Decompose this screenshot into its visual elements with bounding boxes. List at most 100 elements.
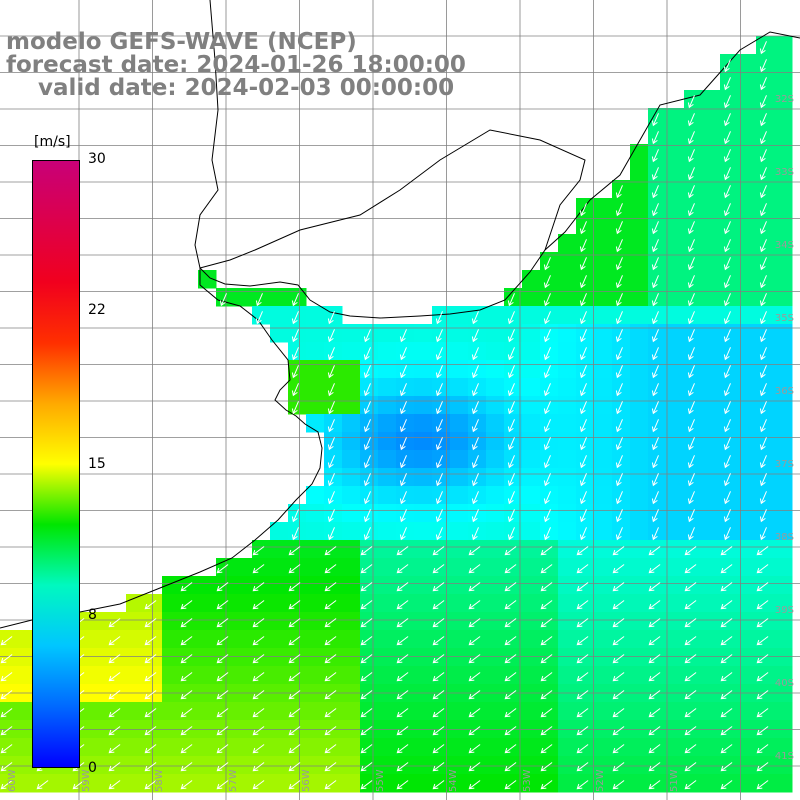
wind-cell xyxy=(630,360,649,379)
wind-arrow xyxy=(507,527,515,541)
wind-arrow xyxy=(468,708,481,718)
wind-cell xyxy=(306,594,325,613)
wind-cell xyxy=(774,54,793,73)
wind-arrow xyxy=(324,654,337,664)
wind-arrow xyxy=(615,455,623,469)
wind-arrow xyxy=(363,401,371,415)
wind-cell xyxy=(414,612,433,631)
wind-arrow xyxy=(648,672,661,682)
wind-arrow xyxy=(684,564,697,574)
wind-cell xyxy=(702,432,721,451)
wind-cell xyxy=(450,486,469,505)
wind-cell xyxy=(666,162,685,181)
wind-cell xyxy=(594,324,613,343)
wind-cell xyxy=(162,702,181,721)
wind-arrow xyxy=(399,473,407,487)
wind-arrow xyxy=(759,401,767,415)
wind-arrow xyxy=(507,509,515,523)
wind-cell xyxy=(486,342,505,361)
wind-arrow xyxy=(543,275,551,289)
wind-cell xyxy=(522,288,541,307)
wind-arrow xyxy=(543,383,551,397)
wind-arrow xyxy=(252,636,265,646)
wind-arrow xyxy=(252,762,265,772)
wind-arrow xyxy=(468,654,481,664)
wind-cell xyxy=(594,504,613,523)
wind-arrow xyxy=(687,221,695,235)
wind-arrow xyxy=(543,293,551,307)
wind-arrow xyxy=(399,347,407,361)
wind-cell xyxy=(270,540,289,559)
wind-cell xyxy=(378,648,397,667)
wind-cell xyxy=(558,342,577,361)
wind-cell xyxy=(666,288,685,307)
wind-cell xyxy=(630,252,649,271)
lat-label: 40S xyxy=(774,678,794,689)
wind-cell xyxy=(666,252,685,271)
wind-arrow xyxy=(576,726,589,736)
wind-arrow xyxy=(723,185,731,199)
wind-cell xyxy=(90,702,109,721)
wind-cell xyxy=(738,378,757,397)
wind-cell xyxy=(450,756,469,775)
wind-cell xyxy=(594,540,613,559)
lat-label: 37S xyxy=(774,459,794,470)
wind-arrow xyxy=(504,708,517,718)
wind-cell xyxy=(486,414,505,433)
wind-cell xyxy=(342,360,361,379)
wind-arrow xyxy=(108,762,121,772)
wind-arrow xyxy=(651,239,659,253)
wind-cell xyxy=(666,522,685,541)
wind-arrow xyxy=(108,744,121,754)
wind-cell xyxy=(270,558,289,577)
wind-arrow xyxy=(684,762,697,772)
wind-cell xyxy=(630,270,649,289)
lat-label: 41S xyxy=(774,751,794,762)
wind-arrow xyxy=(651,167,659,181)
wind-cell xyxy=(198,774,217,793)
lat-label: 38S xyxy=(774,532,794,543)
wind-arrow xyxy=(144,600,157,610)
wind-arrow xyxy=(543,455,551,469)
wind-cell xyxy=(630,540,649,559)
wind-arrow xyxy=(687,365,695,379)
wind-cell xyxy=(270,576,289,595)
wind-arrow xyxy=(579,347,587,361)
wind-cell xyxy=(702,126,721,145)
wind-cell xyxy=(702,288,721,307)
wind-arrow xyxy=(504,744,517,754)
wind-cell xyxy=(450,648,469,667)
wind-arrow xyxy=(723,401,731,415)
wind-arrow xyxy=(72,780,85,790)
wind-arrow xyxy=(684,600,697,610)
wind-arrow xyxy=(579,419,587,433)
wind-arrow xyxy=(687,95,695,109)
wind-arrow xyxy=(723,167,731,181)
wind-cell xyxy=(558,306,577,325)
wind-cell xyxy=(234,558,253,577)
wind-cell xyxy=(774,648,793,667)
wind-arrow xyxy=(687,383,695,397)
wind-cell xyxy=(414,342,433,361)
wind-arrow xyxy=(687,419,695,433)
wind-arrow xyxy=(540,708,553,718)
wind-arrow xyxy=(687,293,695,307)
wind-arrow xyxy=(507,329,515,343)
wind-cell xyxy=(342,774,361,793)
wind-arrow xyxy=(435,437,443,451)
wind-cell xyxy=(594,648,613,667)
wind-cell xyxy=(234,576,253,595)
wind-cell xyxy=(342,666,361,685)
wind-cell xyxy=(630,306,649,325)
wind-arrow xyxy=(651,365,659,379)
wind-arrow xyxy=(144,780,157,790)
wind-cell xyxy=(378,468,397,487)
wind-arrow xyxy=(651,419,659,433)
wind-arrow xyxy=(399,509,407,523)
wind-cell xyxy=(450,468,469,487)
wind-arrow xyxy=(504,690,517,700)
wind-arrow xyxy=(507,491,515,505)
wind-arrow xyxy=(288,744,301,754)
wind-arrow xyxy=(723,239,731,253)
wind-cell xyxy=(702,666,721,685)
